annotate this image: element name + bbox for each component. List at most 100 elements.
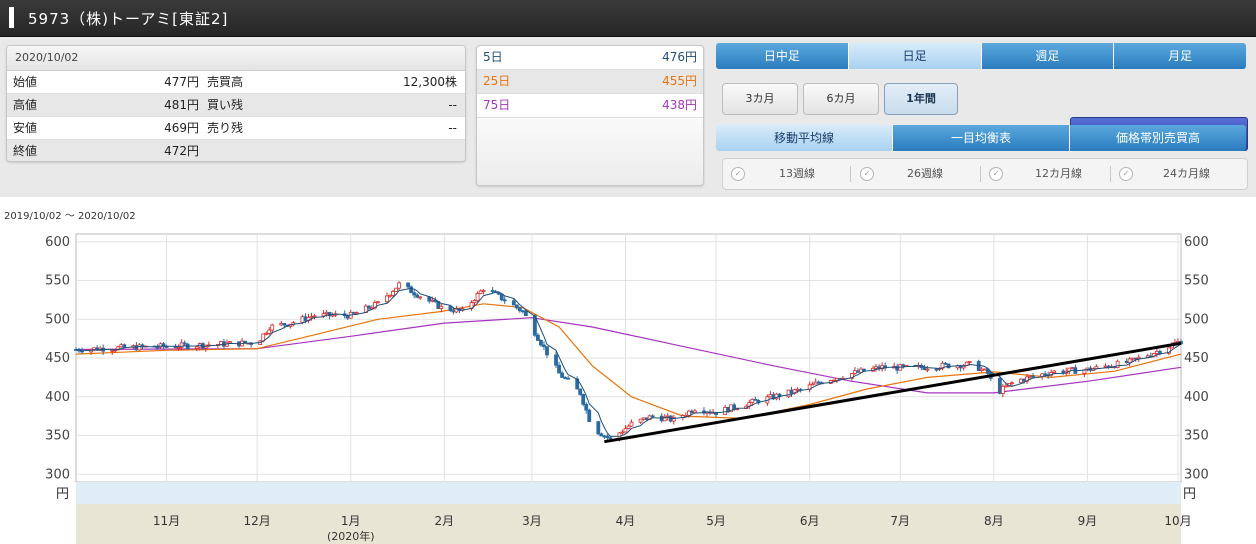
candle-body (693, 410, 697, 413)
candle-body (1043, 373, 1048, 376)
ma5-label: 5日 (483, 50, 503, 64)
quote-panel: 2020/10/02 始値 477円 売買高 12,300株 高値 481円 買… (6, 45, 466, 162)
quote-row-low: 安値 469円 売り残 -- (7, 117, 465, 140)
tab-ichimoku[interactable]: 一目均衡表 (893, 125, 1070, 151)
candle-body (901, 364, 906, 367)
check-icon[interactable]: ✓ (1119, 167, 1133, 181)
y-tick-label-right: 600 (1184, 235, 1209, 250)
candle-body (967, 361, 972, 363)
tab-volume-profile[interactable]: 価格帯別売買高 (1070, 125, 1246, 151)
candle-body (813, 381, 818, 385)
x-tick-sublabel: (2020年) (327, 529, 375, 543)
ma5-row: 5日 476円 (477, 46, 703, 70)
y-tick-label-left: 600 (45, 235, 70, 250)
y-tick-label-right: 550 (1184, 274, 1209, 289)
candle-body (650, 415, 655, 418)
candle-body (1003, 385, 1008, 388)
candle-body (599, 433, 604, 437)
period-tabs: 日中足 日足 週足 月足 (716, 43, 1246, 69)
ma75-line (75, 317, 1182, 394)
candle-body (481, 290, 486, 292)
x-tick-label: 7月 (890, 514, 910, 528)
candle-body (1154, 350, 1159, 354)
tab-weekly[interactable]: 週足 (981, 43, 1115, 69)
check-icon[interactable]: ✓ (989, 167, 1003, 181)
candle-body (478, 290, 483, 294)
candle-body (351, 311, 356, 314)
candle-body (566, 377, 571, 380)
tab-monthly[interactable]: 月足 (1114, 43, 1246, 69)
candle-body (578, 388, 583, 395)
candle-body (451, 310, 456, 313)
candle-body (418, 296, 423, 299)
candle-body (690, 410, 694, 413)
open-value: 477円 (164, 75, 199, 89)
candle-body (430, 299, 435, 302)
candle-body (1136, 356, 1141, 359)
x-tick-label: 3月 (522, 514, 542, 528)
candle-body (176, 346, 181, 349)
check-icon[interactable]: ✓ (731, 167, 745, 181)
y-tick-label-left: 550 (45, 274, 70, 289)
line-options: ✓ 13週線 ✓ 26週線 ✓ 12カ月線 ✓ 24カ月線 (722, 158, 1248, 190)
tab-intraday[interactable]: 日中足 (716, 43, 849, 69)
candle-body (683, 415, 688, 417)
candle-body (1031, 375, 1035, 378)
x-tick-label: 5月 (706, 514, 726, 528)
y-tick-label-right: 450 (1184, 351, 1209, 366)
candle-body (979, 368, 984, 371)
candle-body (312, 315, 317, 318)
option-24month[interactable]: 24カ月線 (1163, 167, 1210, 180)
candle-body (406, 282, 411, 288)
candle-body (385, 295, 389, 303)
x-tick-label: 6月 (800, 514, 820, 528)
candle-body (376, 301, 380, 304)
info-area: 2020/10/02 始値 477円 売買高 12,300株 高値 481円 買… (0, 37, 1256, 197)
candle-body (137, 344, 142, 351)
candle-body (219, 341, 223, 345)
candle-body (448, 305, 453, 312)
range-6m-button[interactable]: 6カ月 (803, 83, 879, 115)
y-tick-label-left: 350 (45, 429, 70, 444)
candle-body (750, 398, 755, 403)
candle-body (539, 340, 543, 346)
divider (850, 166, 851, 182)
candle-body (753, 398, 758, 401)
tab-daily[interactable]: 日足 (848, 43, 982, 69)
candle-body (264, 332, 269, 335)
candle-body (327, 311, 332, 317)
candle-body (641, 417, 646, 420)
candle-body (321, 313, 326, 317)
x-tick-label: 11月 (153, 514, 180, 528)
date-range-label: 2019/10/02 〜 2020/10/02 (4, 211, 136, 222)
price-chart: 300 300 350 350 400 400 450 450 500 500 550 550 600 6… (45, 233, 1209, 544)
candle-body (472, 300, 477, 303)
candle-body (1070, 367, 1075, 370)
x-tick-label: 12月 (244, 514, 271, 528)
candle-body (620, 431, 625, 434)
range-3m-button[interactable]: 3カ月 (722, 83, 798, 115)
range-1y-button[interactable]: 1年間 (884, 83, 958, 115)
tab-moving-average[interactable]: 移動平均線 (716, 125, 893, 151)
ma75-row: 75日 438円 (477, 94, 703, 118)
candle-body (581, 394, 586, 405)
candle-body (943, 362, 948, 365)
candle-body (587, 409, 592, 422)
option-13week[interactable]: 13週線 (779, 167, 815, 180)
candle-body (536, 334, 540, 341)
option-12month[interactable]: 12カ月線 (1035, 167, 1082, 180)
x-tick-label: 8月 (984, 514, 1004, 528)
candle-body (961, 365, 966, 369)
open-label: 始値 (13, 75, 38, 89)
check-icon[interactable]: ✓ (860, 167, 874, 181)
candle-body (158, 343, 163, 348)
candle-body (545, 346, 549, 356)
candle-body (723, 406, 728, 415)
candle-body (517, 307, 522, 312)
volume-value: 12,300株 (403, 75, 457, 89)
margin-sell-value: -- (448, 121, 457, 135)
candle-body (409, 286, 414, 294)
candle-body (279, 323, 284, 326)
option-26week[interactable]: 26週線 (907, 167, 943, 180)
ma5-line (75, 287, 1182, 437)
